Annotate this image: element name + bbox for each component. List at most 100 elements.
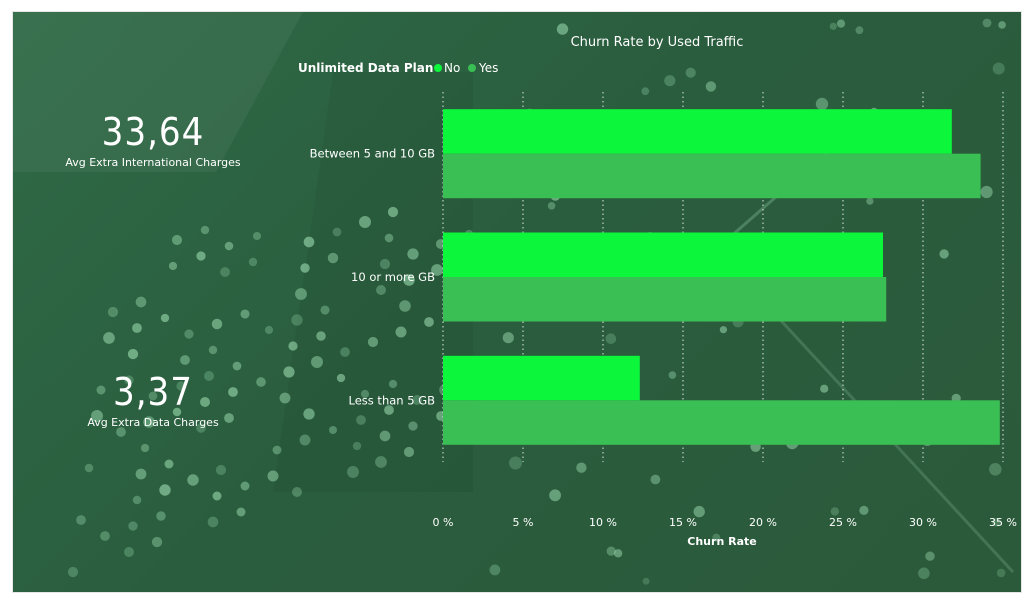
decorative-dot — [982, 18, 992, 28]
bar-no[interactable] — [443, 232, 883, 278]
decorative-dot — [431, 264, 443, 276]
decorative-dot — [547, 202, 556, 210]
decorative-dot — [164, 459, 174, 469]
decorative-dot — [693, 505, 705, 518]
decorative-dot — [866, 197, 874, 205]
decorative-dot — [336, 373, 346, 383]
decorative-dot — [283, 366, 295, 378]
decorative-dot — [360, 389, 370, 399]
bar-yes[interactable] — [443, 400, 1000, 445]
decorative-dot — [272, 445, 282, 455]
decorative-dot — [127, 348, 139, 360]
decorative-dot — [668, 371, 677, 379]
decorative-dot — [606, 546, 616, 556]
decorative-dot — [171, 234, 183, 246]
decorative-dot — [220, 267, 230, 277]
decorative-dot — [408, 421, 418, 431]
decorative-dot — [376, 285, 386, 295]
decorative-dot — [196, 251, 206, 261]
decorative-dot — [292, 487, 302, 497]
x-tick-label: 0 % — [433, 516, 454, 529]
decorative-dot — [103, 332, 115, 344]
decorative-dot — [855, 26, 864, 35]
bar-yes[interactable] — [443, 153, 981, 199]
decorative-dot — [240, 481, 250, 491]
x-axis-title: Churn Rate — [687, 535, 756, 548]
decorative-dot — [379, 430, 391, 442]
decorative-dot — [180, 355, 190, 365]
decorative-dot — [256, 377, 266, 387]
decorative-dot — [232, 361, 242, 371]
decorative-dot — [829, 22, 837, 30]
decorative-dot — [76, 515, 86, 525]
churn-rate-bar-chart[interactable]: Churn Rate by Used Traffic Unlimited Dat… — [13, 12, 1021, 592]
bar-no[interactable] — [443, 355, 640, 401]
decorative-dot — [135, 468, 147, 480]
decorative-dot — [489, 564, 501, 576]
decorative-dot — [989, 463, 1002, 476]
decorative-dot — [291, 314, 303, 326]
decorative-dot — [388, 379, 398, 389]
decorative-dot — [980, 185, 993, 199]
decorative-dot — [939, 249, 949, 259]
bar-yes[interactable] — [443, 277, 887, 322]
decorative-dot — [200, 397, 210, 407]
kpi-card-data-charges[interactable]: 3,37 Avg Extra Data Charges — [33, 370, 273, 429]
decorative-dot — [132, 323, 142, 333]
decorative-dot — [328, 425, 338, 435]
decorative-dot — [264, 325, 274, 335]
legend-title: Unlimited Data Plan — [298, 61, 433, 75]
decorative-dot — [84, 463, 94, 473]
decorative-dot — [605, 333, 617, 345]
bars — [443, 109, 1000, 445]
decorative-dot — [387, 206, 399, 218]
decorative-dot — [196, 423, 206, 433]
kpi-value: 33,64 — [101, 110, 205, 154]
decorative-dot — [815, 97, 829, 111]
decorative-dot — [300, 263, 310, 273]
decorative-dot — [332, 227, 342, 237]
decorative-dot — [159, 484, 171, 496]
decorative-dot — [859, 505, 869, 515]
decorative-dot — [208, 345, 218, 355]
decorative-dot — [375, 456, 387, 468]
decorative-dot — [642, 577, 650, 585]
legend-label-no[interactable]: No — [444, 61, 460, 75]
category-label: 10 or more GB — [351, 270, 435, 284]
decorative-dot — [151, 536, 163, 548]
chart-legend[interactable]: Unlimited Data Plan No Yes — [298, 61, 498, 75]
legend-marker-yes — [468, 64, 476, 72]
decorative-dot — [320, 305, 330, 315]
decorative-dot — [135, 296, 147, 308]
x-tick-label: 20 % — [749, 516, 777, 529]
decorative-dot — [132, 495, 142, 505]
legend-label-yes[interactable]: Yes — [478, 61, 498, 75]
category-label: Less than 5 GB — [349, 393, 436, 407]
decorative-dot — [996, 568, 1006, 578]
decorative-dot — [359, 216, 371, 228]
decorative-dot — [211, 318, 223, 330]
decorative-dot — [705, 81, 717, 92]
decorative-dot — [200, 225, 210, 235]
decorative-dot — [128, 521, 138, 531]
x-tick-label: 5 % — [513, 516, 534, 529]
decorative-dot — [502, 332, 514, 344]
decorative-dot — [184, 329, 194, 339]
decorative-dot — [719, 326, 728, 334]
decorative-dot — [96, 385, 106, 395]
decorative-dot — [168, 261, 178, 271]
decorative-dot — [224, 413, 234, 423]
decorative-dot — [176, 381, 186, 391]
decorative-dot — [403, 274, 415, 286]
bar-no[interactable] — [443, 109, 952, 154]
decorative-dot — [207, 516, 219, 528]
decorative-dot — [279, 392, 291, 404]
decorative-dot — [203, 370, 215, 382]
decorative-dot — [303, 408, 315, 420]
decorative-dot — [379, 258, 391, 270]
decorative-dot — [107, 306, 119, 318]
decorative-dot — [340, 347, 350, 357]
kpi-card-international-charges[interactable]: 33,64 Avg Extra International Charges — [33, 110, 273, 169]
chart-title: Churn Rate by Used Traffic — [571, 35, 744, 50]
decorative-dot — [288, 341, 298, 351]
